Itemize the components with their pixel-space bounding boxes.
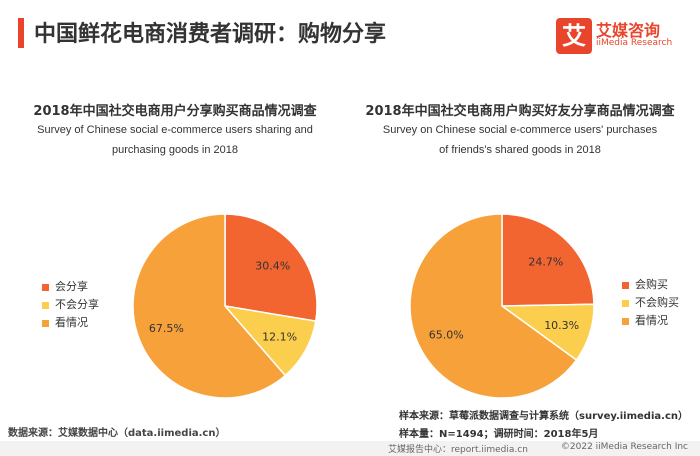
- logo-text-cn: 艾媒咨询: [596, 21, 661, 40]
- chart-title: 2018年中国社交电商用户分享购买商品情况调查: [33, 104, 317, 119]
- legend-swatch-2: [42, 319, 49, 327]
- chart-subtitle: Survey on Chinese social e-commerce user…: [382, 124, 658, 156]
- sample-source: 样本来源：草莓派数据调查与计算系统（survey.iimedia.cn）: [399, 411, 688, 422]
- legend-item: 不会分享: [42, 296, 99, 314]
- logo-icon: 艾: [556, 18, 592, 54]
- chart-share-goods: 2018年中国社交电商用户分享购买商品情况调查 Survey of Chines…: [0, 100, 350, 400]
- pie-chart-buy: 24.7% 10.3% 65.0%: [409, 213, 595, 399]
- legend-buy: 会购买 不会购买 看情况: [622, 276, 679, 330]
- legend-label: 不会购买: [635, 296, 679, 309]
- chart-buy-shared-goods: 2018年中国社交电商用户购买好友分享商品情况调查 Survey on Chin…: [345, 100, 695, 400]
- page-title: 中国鲜花电商消费者调研：购物分享: [34, 22, 387, 47]
- legend-item: 看情况: [42, 314, 99, 332]
- chart-title: 2018年中国社交电商用户购买好友分享商品情况调查: [365, 104, 675, 119]
- sample-info: 样本来源：草莓派数据调查与计算系统（survey.iimedia.cn） 样本量…: [399, 408, 688, 444]
- legend-swatch-1: [42, 301, 49, 309]
- pie-slice-label-1: 10.3%: [544, 319, 579, 332]
- brand-logo: 艾 艾媒咨询 iiMedia Research: [556, 16, 692, 56]
- pie-slice-2: [409, 213, 578, 399]
- legend-swatch-0: [42, 283, 49, 291]
- title-accent-bar: [18, 18, 24, 48]
- pie-slice-label-2: 65.0%: [429, 328, 464, 341]
- legend-label: 会分享: [55, 280, 88, 293]
- legend-label: 看情况: [635, 314, 668, 327]
- pie-slice-label-0: 24.7%: [528, 255, 563, 268]
- pie-slice-label-2: 67.5%: [149, 322, 184, 335]
- legend-item: 会购买: [622, 276, 679, 294]
- footer-report-link[interactable]: 艾媒报告中心：report.iimedia.cn: [388, 445, 528, 455]
- legend-label: 不会分享: [55, 298, 99, 311]
- legend-item: 会分享: [42, 278, 99, 296]
- legend-label: 会购买: [635, 278, 668, 291]
- chart-subtitle: Survey of Chinese social e-commerce user…: [37, 124, 313, 156]
- legend-item: 看情况: [622, 312, 679, 330]
- pie-slice-label-1: 12.1%: [262, 331, 297, 344]
- legend-swatch-2: [622, 317, 629, 325]
- pie-slice-0: [501, 213, 595, 307]
- sample-size: 样本量：N=1494；调研时间：2018年5月: [399, 429, 599, 440]
- legend-swatch-1: [622, 299, 629, 307]
- legend-swatch-0: [622, 281, 629, 289]
- legend-item: 不会购买: [622, 294, 679, 312]
- pie-chart-share: 30.4% 12.1% 67.5%: [132, 213, 318, 399]
- pie-slice-0: [224, 213, 318, 323]
- logo-text-en: iiMedia Research: [596, 38, 673, 48]
- footer-bar: 艾媒报告中心：report.iimedia.cn ©2022 iiMedia R…: [0, 441, 700, 456]
- legend-share: 会分享 不会分享 看情况: [42, 278, 99, 332]
- footer-copyright: ©2022 iiMedia Research Inc: [560, 442, 688, 452]
- data-source: 数据来源：艾媒数据中心（data.iimedia.cn）: [8, 428, 226, 439]
- legend-label: 看情况: [55, 316, 88, 329]
- pie-slice-label-0: 30.4%: [255, 260, 290, 273]
- pie-slice-2: [132, 213, 287, 399]
